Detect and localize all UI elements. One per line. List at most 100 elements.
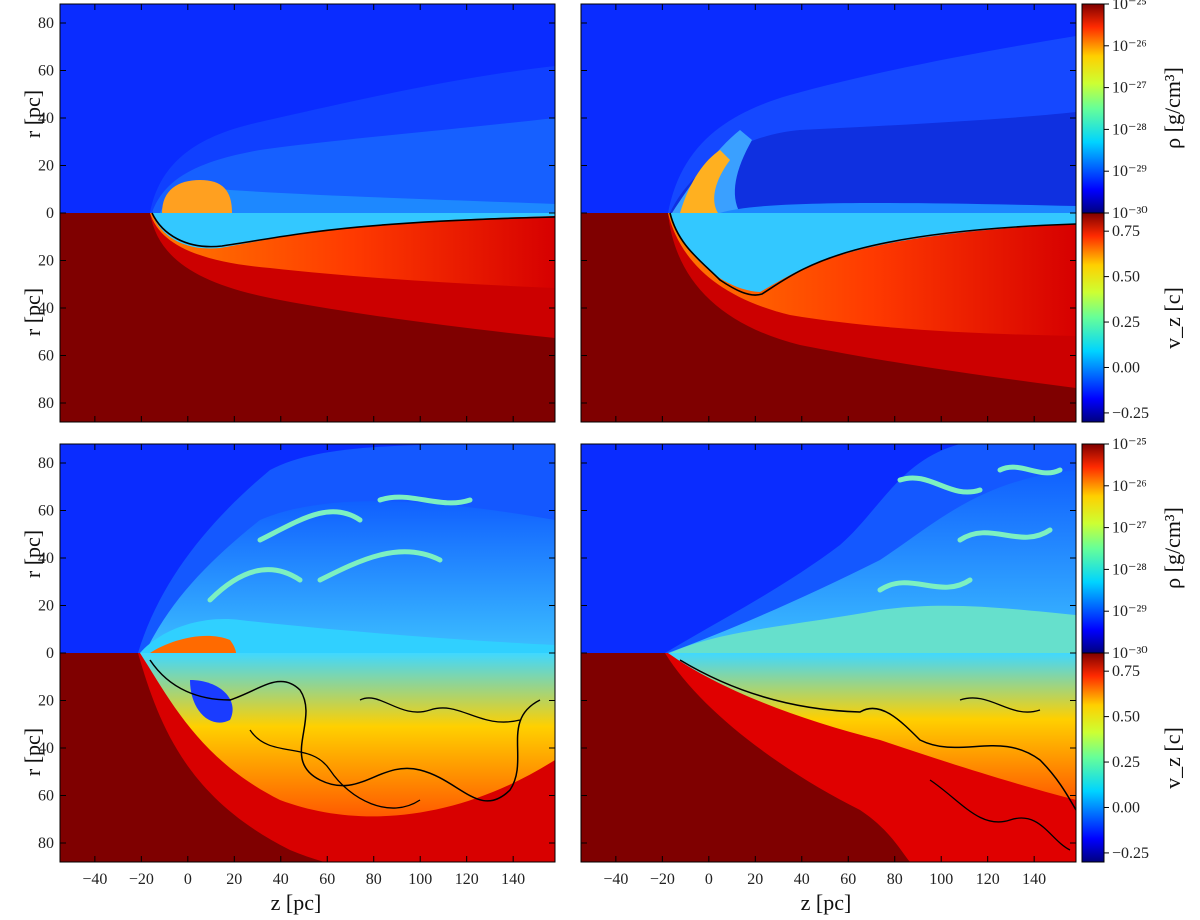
density-colorbar-label: ρ [g/cm³]	[1160, 67, 1185, 149]
jet-head-density	[680, 150, 730, 213]
colorbar-tick-label: 10⁻²⁶	[1112, 478, 1147, 495]
y-tick-label: 40	[38, 300, 54, 317]
velocity-turbulent-region	[668, 653, 1076, 800]
velocity-contour	[679, 659, 1076, 811]
x-tick-label: −40	[82, 871, 107, 888]
x-tick-label: 140	[501, 871, 525, 888]
colorbar-tick-label: 0.75	[1112, 663, 1140, 680]
velocity-contour	[149, 659, 541, 802]
x-tick-label: 60	[840, 871, 856, 888]
colorbar-tick-label: 0.00	[1112, 799, 1140, 816]
colorbar-tick-label: 0.75	[1112, 223, 1140, 240]
x-tick-label: 60	[319, 871, 335, 888]
colorbar-tick-label: 10⁻²⁷	[1112, 80, 1147, 97]
colorbar-tick-label: −0.25	[1112, 845, 1149, 862]
colorbar-tick-label: 10⁻²⁹	[1112, 603, 1147, 620]
x-tick-label: 80	[887, 871, 903, 888]
y-tick-label: 80	[38, 455, 54, 472]
velocity-colorbar-label: v_z [c]	[1160, 727, 1185, 789]
x-tick-label: 140	[1022, 871, 1046, 888]
colorbar-tick-label: 0.00	[1112, 359, 1140, 376]
cocoon-density	[152, 118, 555, 213]
jet-sheath-density	[670, 605, 1076, 653]
jet-head-density	[150, 635, 236, 653]
velocity-contour	[151, 212, 555, 248]
y-tick-label: 60	[38, 348, 54, 365]
y-tick-label: 0	[46, 205, 54, 222]
colorbar-tick-label: 10⁻³⁰	[1112, 645, 1148, 662]
y-tick-label: 40	[38, 740, 54, 757]
density-colorbar	[1082, 4, 1104, 213]
x-tick-label: −20	[650, 871, 675, 888]
velocity-cocoon	[670, 213, 1076, 292]
y-tick-label: 40	[38, 110, 54, 127]
colorbar-tick-label: 10⁻²⁹	[1112, 163, 1147, 180]
velocity-contour	[669, 212, 1076, 296]
x-tick-label: 40	[273, 871, 289, 888]
x-axis-title: z [pc]	[271, 890, 322, 915]
y-tick-label: 80	[38, 15, 54, 32]
colorbar-tick-label: 10⁻²⁵	[1112, 436, 1147, 453]
y-tick-label: 60	[38, 503, 54, 520]
x-tick-label: 0	[705, 871, 713, 888]
y-tick-label: 20	[38, 253, 54, 270]
x-tick-label: −40	[603, 871, 628, 888]
colorbar-tick-label: 0.25	[1112, 314, 1140, 331]
colorbar-top	[1081, 3, 1105, 423]
y-tick-label: 80	[38, 395, 54, 412]
y-axis-title: r [pc]	[20, 90, 45, 138]
velocity-colorbar	[1082, 213, 1104, 422]
x-tick-label: 100	[408, 871, 432, 888]
x-tick-label: 80	[366, 871, 382, 888]
panel-bottom-left	[59, 443, 556, 863]
velocity-backflow	[190, 680, 233, 723]
colorbar-tick-label: 0.25	[1112, 754, 1140, 771]
colorbar-tick-label: 0.50	[1112, 709, 1140, 726]
x-tick-label: 0	[184, 871, 192, 888]
colorbar-tick-label: 10⁻²⁷	[1112, 520, 1147, 537]
density-colorbar-label: ρ [g/cm³]	[1160, 507, 1185, 589]
colorbar-tick-label: 10⁻²⁸	[1112, 561, 1147, 578]
x-tick-label: 100	[929, 871, 953, 888]
x-axis-title: z [pc]	[801, 890, 852, 915]
jet-sheath-density	[140, 619, 555, 653]
jet-sheath-density	[720, 202, 1076, 213]
cocoon-density	[670, 112, 1076, 213]
y-tick-label: 60	[38, 788, 54, 805]
colorbar-tick-label: 10⁻²⁵	[1112, 0, 1147, 13]
y-tick-label: 0	[46, 645, 54, 662]
velocity-colorbar-label: v_z [c]	[1160, 287, 1185, 349]
colorbar-tick-label: 10⁻³⁰	[1112, 205, 1148, 222]
y-tick-label: 20	[38, 693, 54, 710]
x-tick-label: 40	[794, 871, 810, 888]
turbulent-filaments	[877, 464, 1063, 593]
jet-head-density	[162, 180, 232, 213]
y-tick-label: 80	[38, 835, 54, 852]
y-axis-title: r [pc]	[20, 530, 45, 578]
colorbar-tick-label: 10⁻²⁶	[1112, 38, 1147, 55]
y-axis-title: r [pc]	[20, 288, 45, 336]
y-tick-label: 40	[38, 550, 54, 567]
panel-top-left	[59, 3, 556, 423]
x-tick-label: 20	[747, 871, 763, 888]
colorbar-tick-label: −0.25	[1112, 405, 1149, 422]
jet-sheath-density	[160, 188, 555, 213]
turbulent-filaments	[207, 494, 473, 603]
x-tick-label: −20	[129, 871, 154, 888]
density-colorbar	[1082, 444, 1104, 653]
y-tick-label: 20	[38, 158, 54, 175]
colorbar-bottom	[1081, 443, 1105, 863]
colorbar-tick-label: 0.50	[1112, 269, 1140, 286]
tick-layer: 80 60 40 20 0 20 40 60 80 −40 −20 0 20 40 60 80 100 120 14…	[38, 0, 1149, 888]
panel-top-right	[580, 3, 1077, 423]
velocity-contour-inner	[249, 697, 521, 809]
y-tick-label: 60	[38, 63, 54, 80]
turbulent-cocoon	[145, 501, 555, 653]
velocity-contour-inner	[929, 697, 1071, 851]
x-tick-label: 20	[226, 871, 242, 888]
x-tick-label: 120	[976, 871, 1000, 888]
y-tick-label: 20	[38, 598, 54, 615]
x-tick-label: 120	[455, 871, 479, 888]
panel-bottom-right	[580, 443, 1077, 863]
